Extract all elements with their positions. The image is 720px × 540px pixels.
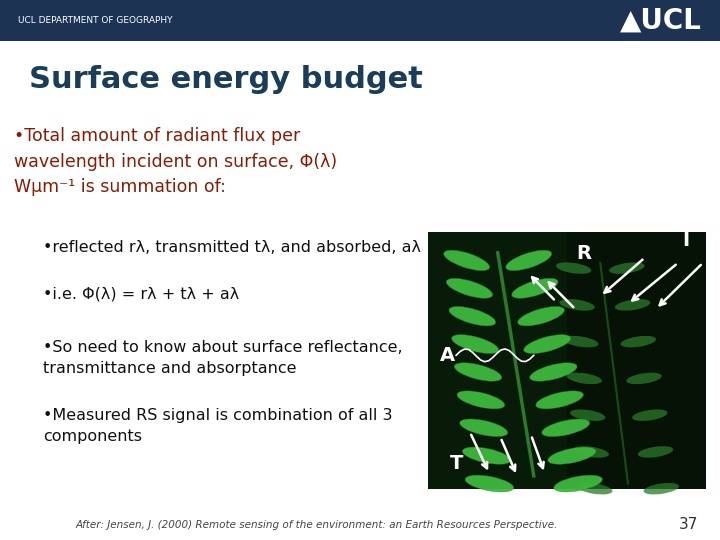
Ellipse shape: [638, 446, 673, 458]
Ellipse shape: [462, 447, 510, 464]
Text: •reflected rλ, transmitted tλ, and absorbed, aλ: •reflected rλ, transmitted tλ, and absor…: [43, 240, 421, 255]
Ellipse shape: [577, 483, 613, 495]
Ellipse shape: [505, 250, 552, 271]
Ellipse shape: [632, 409, 667, 421]
Bar: [428, 232, 567, 489]
Ellipse shape: [563, 336, 598, 347]
Text: UCL DEPARTMENT OF GEOGRAPHY: UCL DEPARTMENT OF GEOGRAPHY: [18, 16, 173, 25]
Ellipse shape: [548, 447, 596, 464]
Text: T: T: [449, 454, 463, 473]
Ellipse shape: [460, 419, 508, 436]
Ellipse shape: [446, 279, 492, 298]
Text: 37: 37: [679, 517, 698, 532]
Ellipse shape: [621, 336, 656, 347]
Text: R: R: [576, 244, 591, 263]
Text: A: A: [439, 346, 454, 365]
Bar: [0, 0, 720, 40]
Ellipse shape: [454, 363, 502, 381]
Ellipse shape: [444, 250, 490, 271]
Text: ▲UCL: ▲UCL: [620, 6, 702, 34]
Ellipse shape: [465, 475, 513, 492]
Ellipse shape: [523, 335, 571, 354]
Bar: [428, 232, 706, 489]
Text: •So need to know about surface reflectance,
transmittance and absorptance: •So need to know about surface reflectan…: [43, 340, 402, 376]
Ellipse shape: [536, 391, 583, 409]
Text: •i.e. Φ(λ) = rλ + tλ + aλ: •i.e. Φ(λ) = rλ + tλ + aλ: [43, 286, 240, 301]
Ellipse shape: [556, 262, 591, 274]
Text: •Measured RS signal is combination of all 3
components: •Measured RS signal is combination of al…: [43, 408, 392, 444]
Ellipse shape: [626, 373, 662, 384]
Text: After: Jensen, J. (2000) Remote sensing of the environment: an Earth Resources P: After: Jensen, J. (2000) Remote sensing …: [76, 520, 558, 530]
Ellipse shape: [518, 307, 564, 326]
Ellipse shape: [570, 409, 606, 421]
Text: I: I: [683, 231, 690, 250]
Ellipse shape: [541, 419, 590, 436]
Ellipse shape: [644, 483, 679, 495]
Ellipse shape: [449, 307, 495, 326]
Ellipse shape: [559, 299, 595, 310]
Ellipse shape: [615, 299, 650, 310]
Text: •Total amount of radiant flux per
wavelength incident on surface, Φ(λ)
Wμm⁻¹ is : •Total amount of radiant flux per wavele…: [14, 127, 338, 197]
Ellipse shape: [530, 363, 577, 381]
Ellipse shape: [451, 335, 499, 354]
Ellipse shape: [567, 373, 602, 384]
Ellipse shape: [554, 475, 603, 492]
Ellipse shape: [512, 279, 558, 298]
Text: Surface energy budget: Surface energy budget: [29, 65, 423, 94]
Ellipse shape: [457, 391, 505, 409]
Ellipse shape: [574, 446, 609, 458]
Ellipse shape: [609, 262, 644, 274]
